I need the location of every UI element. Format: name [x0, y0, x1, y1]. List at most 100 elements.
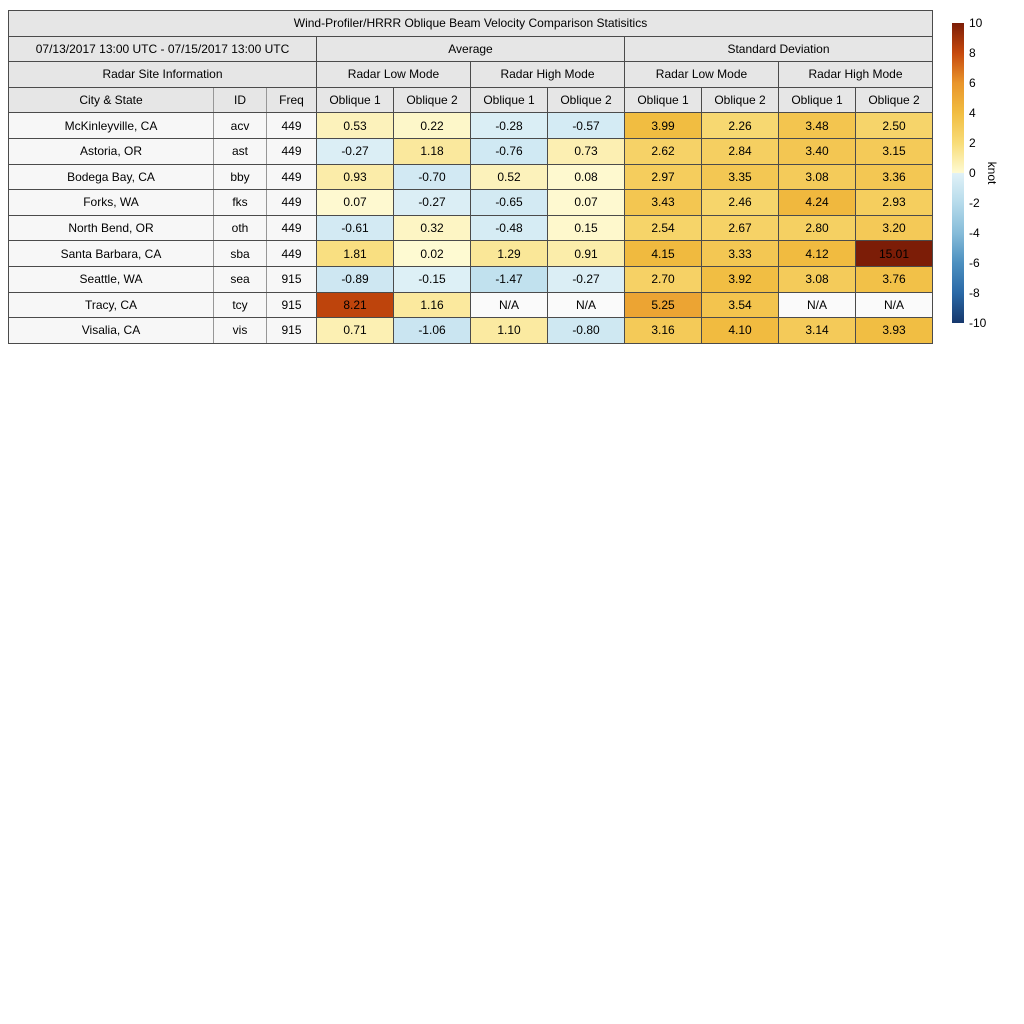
group-row-1: 07/13/2017 13:00 UTC - 07/15/2017 13:00 … — [8, 35, 933, 63]
value-cell: 0.91 — [547, 240, 625, 267]
column-header-oblique1: Oblique 1 — [470, 86, 548, 114]
site-id-cell: sea — [213, 265, 267, 293]
colorbar-tick-label: 6 — [969, 76, 976, 90]
value-cell: 1.18 — [393, 137, 471, 165]
city-cell: Tracy, CA — [8, 291, 214, 319]
value-cell: 3.33 — [701, 240, 779, 267]
value-cell: 2.84 — [701, 137, 779, 165]
column-header-oblique1: Oblique 1 — [778, 86, 856, 114]
column-header-row: City & State ID Freq Oblique 1 Oblique 2 Obli… — [8, 86, 933, 114]
value-cell: 3.40 — [778, 137, 856, 165]
value-cell: -0.89 — [316, 265, 394, 293]
site-id-cell: acv — [213, 112, 267, 139]
table-row: Santa Barbara, CA sba 449 1.81 0.02 1.29 0.91 4… — [8, 240, 933, 267]
freq-cell: 449 — [266, 163, 317, 191]
value-cell: 2.93 — [855, 189, 933, 216]
value-cell: 0.53 — [316, 112, 394, 139]
value-cell: 4.24 — [778, 189, 856, 216]
value-cell: 0.32 — [393, 214, 471, 242]
value-cell: 1.81 — [316, 240, 394, 267]
site-id-cell: oth — [213, 214, 267, 242]
group-header-site-info: Radar Site Information — [8, 61, 317, 88]
value-cell: 3.16 — [624, 317, 702, 344]
colorbar-unit-label: knot — [985, 161, 999, 185]
value-cell-na: N/A — [470, 291, 548, 319]
colorbar-tick-label: -4 — [969, 226, 980, 240]
value-cell: 3.08 — [778, 163, 856, 191]
column-header-oblique1: Oblique 1 — [624, 86, 702, 114]
city-cell: Astoria, OR — [8, 137, 214, 165]
colorbar-gradient — [952, 23, 964, 323]
freq-cell: 449 — [266, 137, 317, 165]
value-cell: 3.54 — [701, 291, 779, 319]
city-cell: Bodega Bay, CA — [8, 163, 214, 191]
value-cell: 0.93 — [316, 163, 394, 191]
group-header-avg-high-mode: Radar High Mode — [470, 61, 625, 88]
table-row: Bodega Bay, CA bby 449 0.93 -0.70 0.52 0.08 2.9… — [8, 163, 933, 191]
value-cell: 3.92 — [701, 265, 779, 293]
table-row: McKinleyville, CA acv 449 0.53 0.22 -0.28 -0.5… — [8, 112, 933, 139]
city-cell: McKinleyville, CA — [8, 112, 214, 139]
value-cell: 1.16 — [393, 291, 471, 319]
site-id-cell: ast — [213, 137, 267, 165]
value-cell-na: N/A — [855, 291, 933, 319]
group-row-2: Radar Site Information Radar Low Mode Ra… — [8, 61, 933, 88]
colorbar-tick-label: 8 — [969, 46, 976, 60]
table-row: Forks, WA fks 449 0.07 -0.27 -0.65 0.07 3.43 2.4… — [8, 189, 933, 216]
value-cell: 2.70 — [624, 265, 702, 293]
column-header-oblique2: Oblique 2 — [547, 86, 625, 114]
column-header-oblique2: Oblique 2 — [701, 86, 779, 114]
stats-table: Wind-Profiler/HRRR Oblique Beam Velocity… — [8, 10, 933, 344]
value-cell: 0.71 — [316, 317, 394, 344]
column-header-city: City & State — [8, 86, 214, 114]
city-cell: Seattle, WA — [8, 265, 214, 293]
freq-cell: 915 — [266, 291, 317, 319]
city-cell: Visalia, CA — [8, 317, 214, 344]
table-row: Seattle, WA sea 915 -0.89 -0.15 -1.47 -0.27 2.7… — [8, 265, 933, 293]
value-cell: 2.54 — [624, 214, 702, 242]
column-header-freq: Freq — [266, 86, 317, 114]
value-cell: 15.01 — [855, 240, 933, 267]
value-cell: 3.36 — [855, 163, 933, 191]
value-cell: -0.70 — [393, 163, 471, 191]
colorbar-tick-label: 10 — [969, 16, 983, 30]
period-cell: 07/13/2017 13:00 UTC - 07/15/2017 13:00 … — [8, 35, 317, 63]
value-cell: -1.47 — [470, 265, 548, 293]
value-cell: 3.14 — [778, 317, 856, 344]
freq-cell: 449 — [266, 112, 317, 139]
site-id-cell: fks — [213, 189, 267, 216]
value-cell: -0.57 — [547, 112, 625, 139]
group-header-avg-low-mode: Radar Low Mode — [316, 61, 471, 88]
value-cell: -0.48 — [470, 214, 548, 242]
value-cell: 5.25 — [624, 291, 702, 319]
value-cell: -0.15 — [393, 265, 471, 293]
freq-cell: 449 — [266, 240, 317, 267]
table-row: Tracy, CA tcy 915 8.21 1.16 N/A N/A 5.25 3.54 N/A… — [8, 291, 933, 319]
value-cell: 4.10 — [701, 317, 779, 344]
freq-cell: 449 — [266, 189, 317, 216]
value-cell: -0.65 — [470, 189, 548, 216]
table-row: North Bend, OR oth 449 -0.61 0.32 -0.48 0.15 2.… — [8, 214, 933, 242]
group-header-average: Average — [316, 35, 625, 63]
value-cell: 3.76 — [855, 265, 933, 293]
value-cell: 0.52 — [470, 163, 548, 191]
freq-cell: 915 — [266, 317, 317, 344]
value-cell: 2.46 — [701, 189, 779, 216]
colorbar-tick-label: -6 — [969, 256, 980, 270]
value-cell: 0.22 — [393, 112, 471, 139]
value-cell: 2.97 — [624, 163, 702, 191]
site-id-cell: tcy — [213, 291, 267, 319]
value-cell: 3.48 — [778, 112, 856, 139]
value-cell: 1.10 — [470, 317, 548, 344]
value-cell: 3.99 — [624, 112, 702, 139]
value-cell: 0.08 — [547, 163, 625, 191]
value-cell: 3.35 — [701, 163, 779, 191]
colorbar-tick-label: 4 — [969, 106, 976, 120]
value-cell-na: N/A — [778, 291, 856, 319]
colorbar-tick-label: -2 — [969, 196, 980, 210]
colorbar-tick-label: -10 — [969, 316, 987, 330]
column-header-oblique1: Oblique 1 — [316, 86, 394, 114]
site-id-cell: sba — [213, 240, 267, 267]
value-cell: 4.12 — [778, 240, 856, 267]
